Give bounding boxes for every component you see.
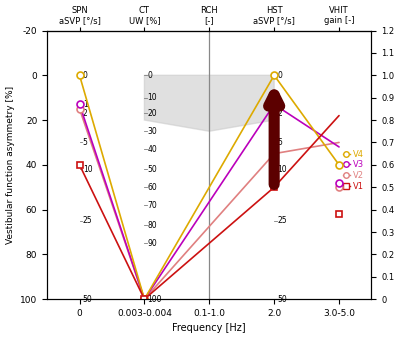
Text: 90: 90: [148, 239, 157, 248]
Text: 70: 70: [148, 201, 157, 210]
Text: 2: 2: [277, 109, 282, 118]
Legend: V4, V3, V2, V1: V4, V3, V2, V1: [340, 146, 367, 194]
X-axis label: Frequency [Hz]: Frequency [Hz]: [172, 323, 246, 334]
Text: 10: 10: [83, 165, 92, 174]
Text: 50: 50: [277, 295, 287, 304]
Text: 0: 0: [277, 71, 282, 80]
Text: 30: 30: [148, 127, 157, 136]
Y-axis label: Vestibular function asymmetry [%]: Vestibular function asymmetry [%]: [6, 86, 14, 244]
Text: 10: 10: [148, 93, 157, 102]
Text: 20: 20: [148, 109, 157, 118]
Text: 50: 50: [148, 165, 157, 174]
Text: 5: 5: [83, 138, 88, 147]
Text: 100: 100: [148, 295, 162, 304]
Text: 60: 60: [148, 183, 157, 192]
Text: 25: 25: [83, 216, 92, 225]
Text: 2: 2: [83, 109, 88, 118]
Text: 80: 80: [148, 221, 157, 230]
Text: 0: 0: [148, 71, 152, 80]
Text: 40: 40: [148, 145, 157, 154]
Text: 5: 5: [277, 138, 282, 147]
Text: 50: 50: [83, 295, 92, 304]
Text: 1: 1: [277, 100, 282, 109]
Text: 1: 1: [83, 100, 88, 109]
Polygon shape: [144, 75, 274, 131]
Text: 10: 10: [277, 165, 287, 174]
Text: 0: 0: [83, 71, 88, 80]
Text: 25: 25: [277, 216, 287, 225]
